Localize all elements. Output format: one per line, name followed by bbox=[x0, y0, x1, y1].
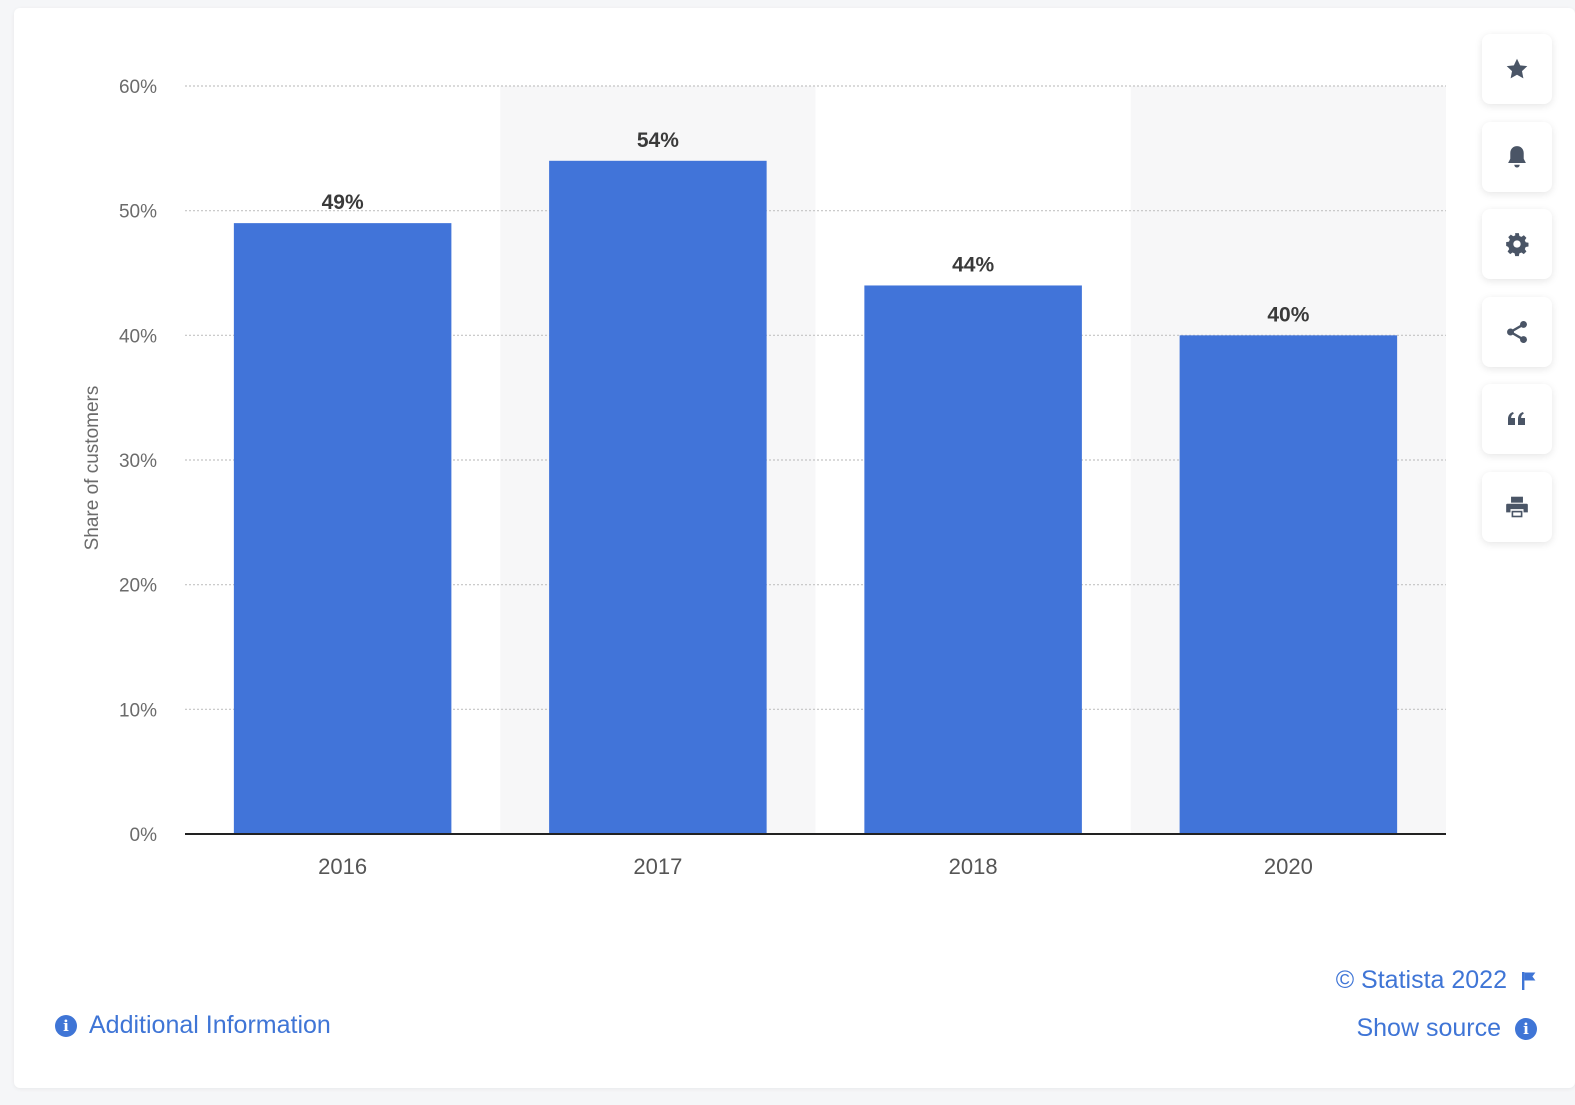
show-source-label: Show source bbox=[1356, 1014, 1501, 1042]
cite-button[interactable] bbox=[1482, 384, 1552, 454]
x-tick-label: 2016 bbox=[318, 854, 367, 879]
y-tick-label: 10% bbox=[119, 700, 157, 721]
bar bbox=[233, 223, 452, 835]
value-label: 49% bbox=[322, 191, 364, 214]
value-label: 44% bbox=[952, 253, 994, 276]
additional-information-label: Additional Information bbox=[89, 1011, 331, 1039]
printer-icon bbox=[1506, 496, 1528, 517]
y-axis-label: Share of customers bbox=[82, 386, 103, 551]
info-icon: i bbox=[55, 1014, 77, 1037]
bar bbox=[1179, 335, 1398, 834]
x-tick-label: 2017 bbox=[633, 854, 682, 879]
y-tick-label: 30% bbox=[119, 451, 157, 472]
copyright-label: © Statista 2022 bbox=[1335, 966, 1507, 994]
additional-information-link[interactable]: i Additional Information bbox=[55, 1011, 331, 1040]
bar-chart: 0% 10% 20% 30% 40% 50% 60% 49% 2016 54% 2017 44% 20… bbox=[82, 77, 1446, 879]
gridlines: 0% 10% 20% 30% 40% 50% 60% bbox=[119, 77, 1446, 846]
gear-icon bbox=[1506, 233, 1529, 257]
bell-icon bbox=[1508, 145, 1526, 168]
show-source-link[interactable]: Show source i bbox=[1356, 1014, 1537, 1043]
value-label: 40% bbox=[1267, 303, 1309, 326]
chart-card: 0% 10% 20% 30% 40% 50% 60% 49% 2016 54% 2017 44% 20… bbox=[14, 8, 1575, 1088]
copyright-notice: © Statista 2022 bbox=[1336, 966, 1537, 995]
star-icon bbox=[1506, 58, 1528, 79]
info-icon: i bbox=[1515, 1017, 1537, 1040]
quote-icon bbox=[1508, 412, 1525, 425]
share-icon bbox=[1507, 320, 1527, 343]
chart-toolbar bbox=[1482, 34, 1552, 559]
y-tick-label: 0% bbox=[130, 825, 158, 846]
bar bbox=[549, 160, 767, 835]
print-button[interactable] bbox=[1482, 471, 1552, 542]
x-tick-label: 2020 bbox=[1264, 854, 1313, 879]
y-tick-label: 50% bbox=[119, 202, 157, 223]
settings-button[interactable] bbox=[1482, 209, 1552, 279]
x-tick-label: 2018 bbox=[949, 854, 998, 879]
y-tick-label: 40% bbox=[119, 326, 157, 347]
bars: 49% 2016 54% 2017 44% 2018 40% 2020 bbox=[233, 129, 1398, 879]
y-tick-label: 20% bbox=[119, 576, 157, 597]
share-button[interactable] bbox=[1482, 296, 1552, 367]
y-tick-label: 60% bbox=[119, 77, 157, 98]
notification-button[interactable] bbox=[1482, 121, 1552, 192]
flag-icon[interactable] bbox=[1521, 971, 1537, 991]
bar bbox=[864, 285, 1082, 834]
value-label: 54% bbox=[637, 129, 679, 152]
favorite-button[interactable] bbox=[1482, 34, 1552, 104]
